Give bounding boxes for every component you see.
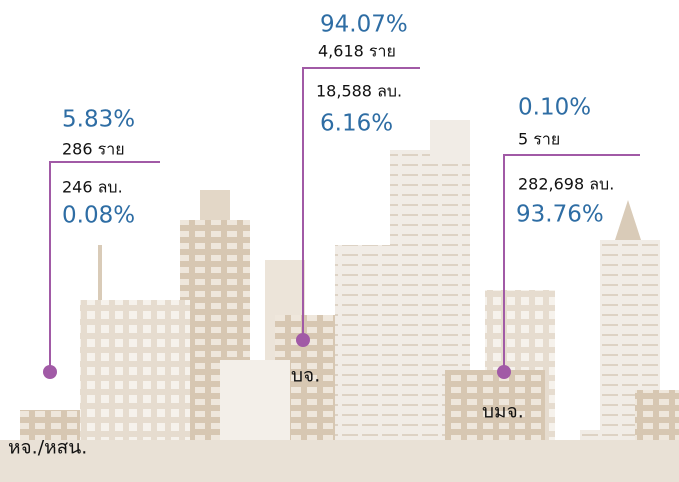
type-label: หจ./หสน. <box>8 437 87 459</box>
capital: 18,588 ลบ. <box>316 82 402 101</box>
count-percent: 0.10% <box>518 95 591 121</box>
capital-percent: 0.08% <box>62 203 135 229</box>
marker-dot <box>296 333 310 347</box>
count: 5 ราย <box>518 130 560 149</box>
count: 286 ราย <box>62 140 125 159</box>
count-percent: 5.83% <box>62 107 135 133</box>
capital-percent: 93.76% <box>516 202 604 228</box>
leader-line <box>503 154 640 372</box>
group-1: 5.83% 286 ราย 246 ลบ. 0.08% หจ./หสน. <box>8 107 160 459</box>
capital: 282,698 ลบ. <box>518 175 614 194</box>
group-3: 0.10% 5 ราย 282,698 ลบ. 93.76% บมจ. <box>482 95 640 423</box>
marker-dot <box>497 365 511 379</box>
count: 4,618 ราย <box>318 42 396 61</box>
capital: 246 ลบ. <box>62 178 123 197</box>
type-label: บมจ. <box>482 401 524 423</box>
leader-line <box>302 67 420 340</box>
capital-percent: 6.16% <box>320 111 393 137</box>
type-label: บจ. <box>291 365 320 387</box>
marker-dot <box>43 365 57 379</box>
count-percent: 94.07% <box>320 12 408 38</box>
city-background <box>0 120 679 482</box>
group-2: 94.07% 4,618 ราย 18,588 ลบ. 6.16% บจ. <box>291 12 420 387</box>
leader-line <box>49 161 160 372</box>
